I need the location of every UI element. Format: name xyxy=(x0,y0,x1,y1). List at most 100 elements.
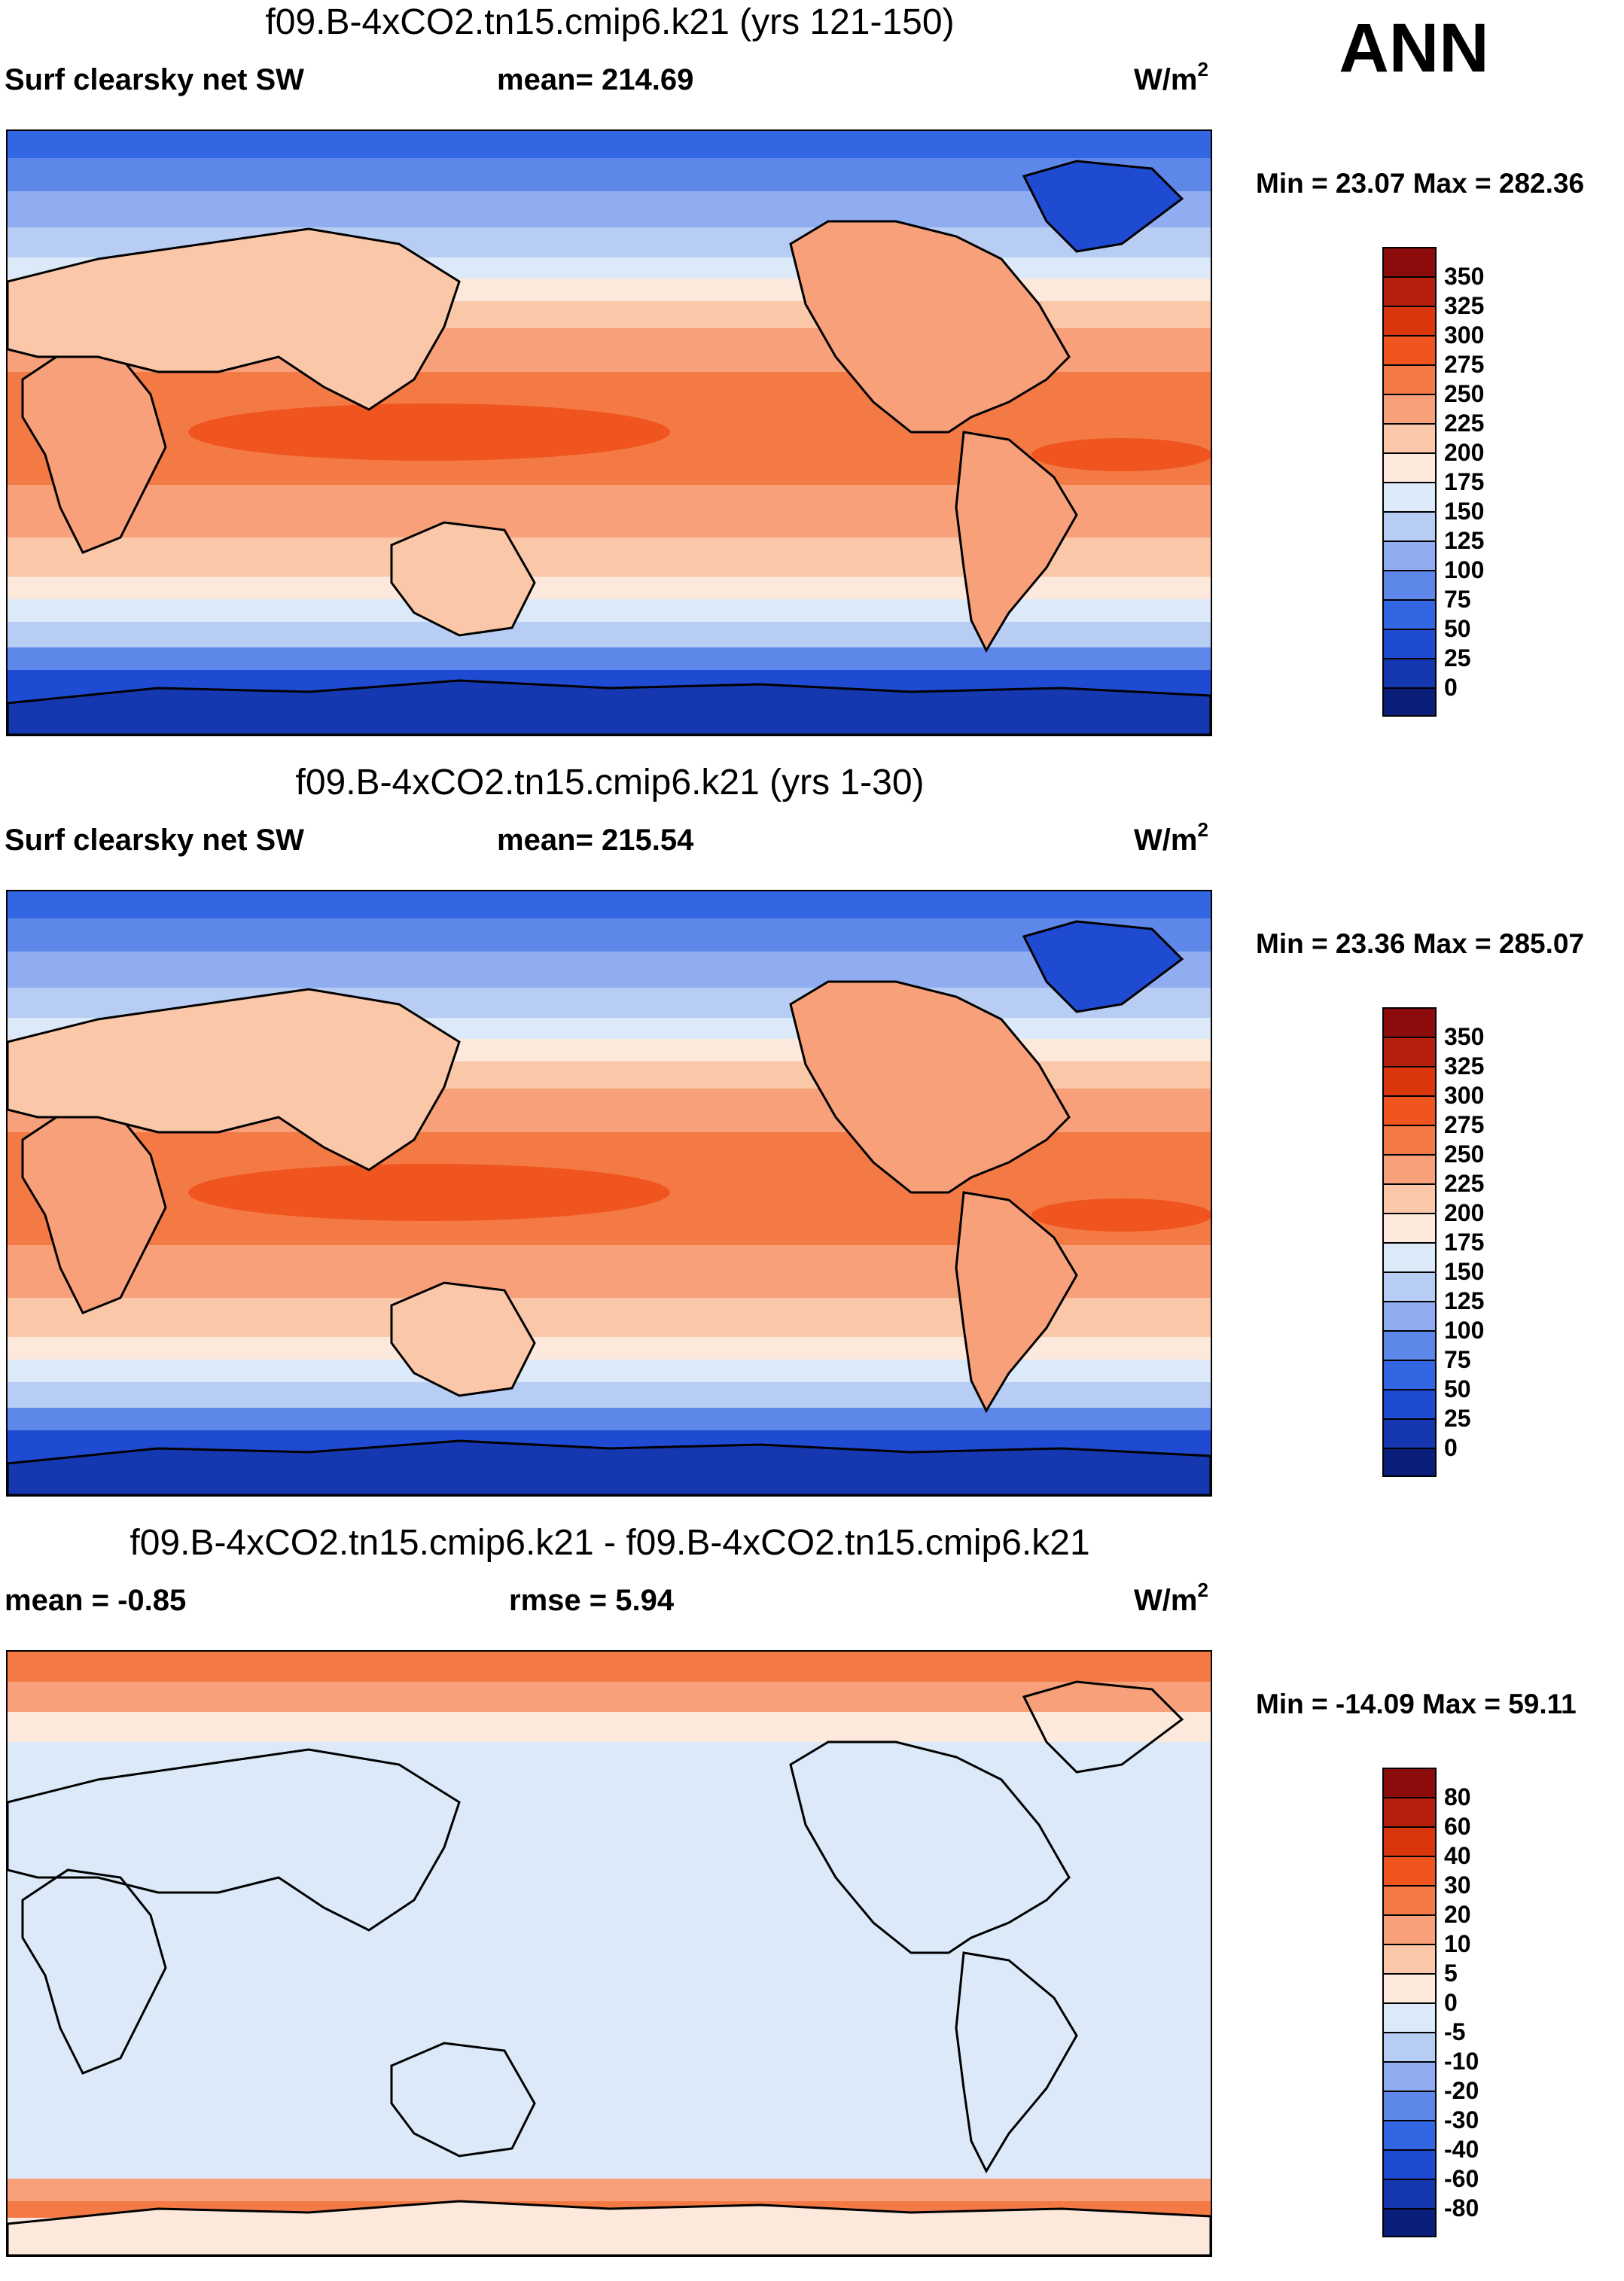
colorbar-label: 20 xyxy=(1444,1901,1471,1928)
panel-title: f09.B-4xCO2.tn15.cmip6.k21 (yrs 1-30) xyxy=(295,763,925,802)
colorbar-box xyxy=(1382,2179,1437,2208)
colorbar-label: 10 xyxy=(1444,1930,1471,1957)
colorbar-box xyxy=(1382,1944,1437,1973)
colorbar-label: 100 xyxy=(1444,556,1485,583)
colorbar-box xyxy=(1382,1973,1437,2002)
colorbar-label: 50 xyxy=(1444,615,1471,642)
colorbar-label: 175 xyxy=(1444,468,1485,495)
colorbar-box xyxy=(1382,2208,1437,2237)
map-plot xyxy=(6,1650,1212,2257)
colorbar-label: -10 xyxy=(1444,2048,1479,2075)
colorbar-label: 30 xyxy=(1444,1871,1471,1899)
colorbar-label: 125 xyxy=(1444,527,1485,554)
colorbar-label: 60 xyxy=(1444,1813,1471,1840)
colorbar-label: 0 xyxy=(1444,1989,1458,2016)
units-label: W/m2 xyxy=(1134,1579,1208,1617)
min-max-label: Min = 23.07 Max = 282.36 xyxy=(1256,168,1585,199)
colorbar-box xyxy=(1382,423,1437,452)
units-label: W/m2 xyxy=(1134,818,1208,857)
colorbar-label: 0 xyxy=(1444,1434,1458,1461)
units-label: W/m2 xyxy=(1134,58,1208,96)
colorbar-box xyxy=(1382,1885,1437,1914)
colorbar-label: 325 xyxy=(1444,292,1485,319)
colorbar-label: 80 xyxy=(1444,1783,1471,1810)
colorbar-box xyxy=(1382,1007,1437,1037)
colorbar-box xyxy=(1382,1330,1437,1360)
colorbar-label: -30 xyxy=(1444,2106,1479,2133)
colorbar-label: 175 xyxy=(1444,1229,1485,1256)
colorbar-label: 250 xyxy=(1444,1140,1485,1168)
variable-label: Surf clearsky net SW xyxy=(5,63,304,96)
min-max-label: Min = -14.09 Max = 59.11 xyxy=(1256,1689,1577,1719)
colorbar-label: 0 xyxy=(1444,674,1458,701)
colorbar-box xyxy=(1382,2149,1437,2179)
colorbar-box xyxy=(1382,482,1437,511)
colorbar-box xyxy=(1382,541,1437,570)
colorbar-box xyxy=(1382,2002,1437,2032)
colorbar-label: 350 xyxy=(1444,263,1485,290)
panel-2: f09.B-4xCO2.tn15.cmip6.k21 (yrs 1-30) Su… xyxy=(0,760,1624,1521)
colorbar-label: 300 xyxy=(1444,321,1485,349)
colorbar-box xyxy=(1382,658,1437,687)
colorbar-box xyxy=(1382,1768,1437,1797)
colorbar-box xyxy=(1382,1360,1437,1389)
colorbar-box xyxy=(1382,1418,1437,1448)
colorbar-box xyxy=(1382,1213,1437,1242)
colorbar-box xyxy=(1382,1242,1437,1271)
colorbar-label: -5 xyxy=(1444,2018,1466,2045)
colorbar-label: 40 xyxy=(1444,1842,1471,1869)
map-plot xyxy=(6,129,1212,736)
colorbar-label: 250 xyxy=(1444,380,1485,407)
colorbar-box xyxy=(1382,1125,1437,1154)
colorbar-label: 200 xyxy=(1444,1199,1485,1226)
colorbar-box xyxy=(1382,335,1437,364)
colorbar-box xyxy=(1382,1183,1437,1213)
colorbar-box xyxy=(1382,452,1437,482)
colorbar-label: 350 xyxy=(1444,1023,1485,1050)
colorbar-box xyxy=(1382,2091,1437,2120)
colorbar-box xyxy=(1382,1154,1437,1183)
colorbar-label: 150 xyxy=(1444,498,1485,525)
colorbar-box xyxy=(1382,1448,1437,1477)
colorbar-box xyxy=(1382,629,1437,658)
colorbar-box xyxy=(1382,2120,1437,2149)
colorbar-box xyxy=(1382,1797,1437,1826)
colorbar-label: 25 xyxy=(1444,644,1471,672)
colorbar-label: -60 xyxy=(1444,2165,1479,2192)
colorbar-box xyxy=(1382,364,1437,394)
colorbar-box xyxy=(1382,1037,1437,1066)
colorbar-box xyxy=(1382,1301,1437,1330)
colorbar xyxy=(1382,1768,1437,2237)
colorbar-label: 275 xyxy=(1444,1111,1485,1138)
colorbar-box xyxy=(1382,511,1437,541)
colorbar-box xyxy=(1382,394,1437,423)
colorbar xyxy=(1382,1007,1437,1477)
colorbar-label: 25 xyxy=(1444,1405,1471,1432)
rmse-label: rmse = 5.94 xyxy=(509,1584,675,1617)
colorbar-label: 100 xyxy=(1444,1317,1485,1344)
panel-title: f09.B-4xCO2.tn15.cmip6.k21 - f09.B-4xCO2… xyxy=(129,1523,1090,1563)
colorbar-label: 275 xyxy=(1444,351,1485,378)
colorbar-box xyxy=(1382,1826,1437,1856)
mean-label: mean = -0.85 xyxy=(5,1584,187,1617)
panel-1: f09.B-4xCO2.tn15.cmip6.k21 (yrs 121-150)… xyxy=(0,0,1624,760)
variable-label: Surf clearsky net SW xyxy=(5,824,304,857)
colorbar-label: -40 xyxy=(1444,2136,1479,2163)
colorbar-box xyxy=(1382,687,1437,717)
colorbar-label: 325 xyxy=(1444,1052,1485,1080)
mean-label: mean= 214.69 xyxy=(497,63,694,96)
colorbar-label: 225 xyxy=(1444,410,1485,437)
colorbar-label: 225 xyxy=(1444,1170,1485,1197)
colorbar-label: -80 xyxy=(1444,2194,1479,2222)
colorbar-label: 5 xyxy=(1444,1960,1458,1987)
colorbar-box xyxy=(1382,1914,1437,1944)
panel-3: f09.B-4xCO2.tn15.cmip6.k21 - f09.B-4xCO2… xyxy=(0,1521,1624,2281)
colorbar-box xyxy=(1382,1066,1437,1095)
colorbar-box xyxy=(1382,1271,1437,1301)
colorbar-box xyxy=(1382,247,1437,276)
colorbar-label: 75 xyxy=(1444,1346,1471,1373)
colorbar-box xyxy=(1382,1095,1437,1125)
colorbar-box xyxy=(1382,1856,1437,1885)
colorbar-label: 125 xyxy=(1444,1287,1485,1314)
colorbar-box xyxy=(1382,2032,1437,2061)
